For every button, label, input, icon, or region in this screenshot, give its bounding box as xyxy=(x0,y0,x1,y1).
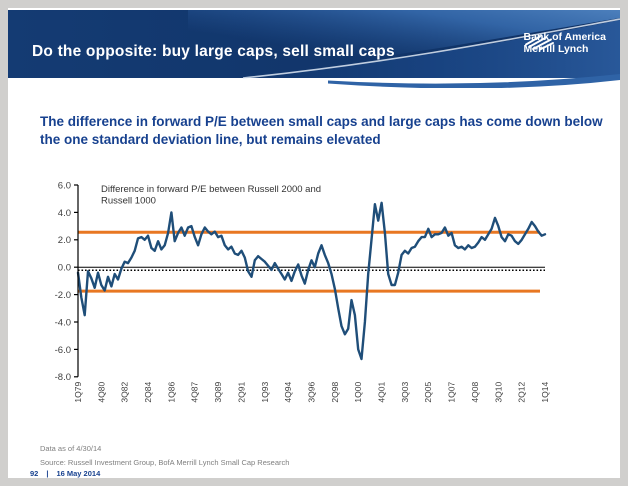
x-tick-label: 3Q10 xyxy=(493,382,503,403)
y-tick-label: -2.0 xyxy=(55,290,71,301)
data-line xyxy=(76,201,547,361)
x-tick-label: 2Q84 xyxy=(143,382,153,403)
x-tick-label: 3Q89 xyxy=(213,382,223,403)
pe-difference-chart: 6.0 4.0 2.0 0.0 -2.0 -4.0 -6.0 -8.0 1Q79 4Q80 3Q8… xyxy=(55,180,550,403)
slide: Do the opposite: buy large caps, sell sm… xyxy=(8,8,620,478)
x-axis-labels: 1Q79 4Q80 3Q82 2Q84 1Q86 4Q87 3Q89 2Q91 1Q93 4Q94… xyxy=(73,382,550,403)
x-tick-label: 4Q01 xyxy=(377,382,387,403)
x-tick-label: 1Q86 xyxy=(166,382,176,403)
std-deviation-lines xyxy=(78,230,540,293)
page-footer: 92 | 16 May 2014 xyxy=(30,469,100,478)
y-tick-label: -4.0 xyxy=(55,317,71,328)
brand-text: Bank of America Merrill Lynch xyxy=(523,31,606,55)
slide-subtitle: The difference in forward P/E between sm… xyxy=(40,114,603,147)
x-tick-label: 4Q08 xyxy=(470,382,480,403)
y-tick-label: 0.0 xyxy=(58,263,71,274)
x-tick-label: 1Q07 xyxy=(447,382,457,403)
x-tick-label: 4Q80 xyxy=(96,382,106,403)
swoosh-upper xyxy=(188,10,620,78)
y-axis xyxy=(74,184,79,378)
x-tick-label: 1Q00 xyxy=(353,382,363,403)
x-tick-label: 4Q94 xyxy=(283,382,293,403)
y-tick-label: -6.0 xyxy=(55,345,71,356)
swoosh-curve-line xyxy=(242,18,620,79)
flagscape-icon xyxy=(524,35,554,51)
footer-date: 16 May 2014 xyxy=(56,469,101,478)
header-swoosh-art xyxy=(8,10,620,88)
x-tick-label: 3Q03 xyxy=(400,382,410,403)
x-tick-label: 1Q79 xyxy=(73,382,83,403)
y-tick-label: 4.0 xyxy=(58,208,71,219)
header-band: Do the opposite: buy large caps, sell sm… xyxy=(8,10,620,88)
chart-title-line: Russell 1000 xyxy=(101,196,156,207)
brand-line2: Merrill Lynch xyxy=(523,42,589,55)
source-note: Source: Russell Investment Group, BofA M… xyxy=(40,458,290,467)
x-tick-label: 4Q87 xyxy=(190,382,200,403)
x-tick-label: 2Q12 xyxy=(517,382,527,403)
series-line xyxy=(76,201,547,361)
y-tick-label: 6.0 xyxy=(58,180,71,191)
x-tick-label: 1Q14 xyxy=(540,382,550,403)
swoosh-lower xyxy=(243,20,620,78)
y-tick-label: 2.0 xyxy=(58,235,71,246)
x-tick-label: 3Q96 xyxy=(307,382,317,403)
brand-logo: Bank of America Merrill Lynch xyxy=(523,31,606,55)
y-axis-labels: 6.0 4.0 2.0 0.0 -2.0 -4.0 -6.0 -8.0 xyxy=(55,180,71,383)
data-as-of-note: Data as of 4/30/14 xyxy=(40,444,102,453)
x-tick-label: 2Q05 xyxy=(423,382,433,403)
x-tick-label: 2Q91 xyxy=(236,382,246,403)
zero-and-mean-lines xyxy=(78,266,545,272)
x-tick-label: 1Q93 xyxy=(260,382,270,403)
chart-title-line: Difference in forward P/E between Russel… xyxy=(101,184,321,195)
slide-title: Do the opposite: buy large caps, sell sm… xyxy=(32,43,395,60)
footer-separator: | xyxy=(46,469,49,478)
page-number: 92 xyxy=(30,469,39,478)
chart-title-text: Difference in forward P/E between Russel… xyxy=(101,184,321,207)
y-tick-label: -8.0 xyxy=(55,372,71,383)
x-tick-label: 2Q98 xyxy=(330,382,340,403)
swoosh-sliver xyxy=(328,74,620,88)
x-tick-label: 3Q82 xyxy=(120,382,130,403)
brand-line1: Bank of America xyxy=(523,31,606,43)
